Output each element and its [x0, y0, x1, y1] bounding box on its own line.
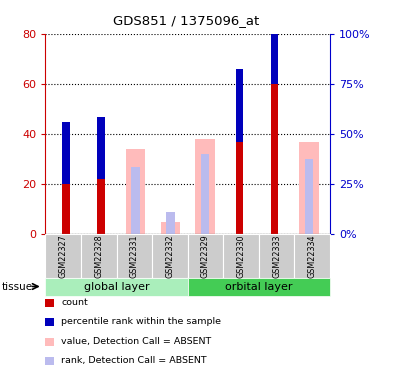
- Bar: [62, 184, 70, 234]
- Text: GSM22328: GSM22328: [94, 234, 103, 278]
- Bar: [236, 69, 243, 142]
- Text: count: count: [61, 298, 88, 307]
- Text: GDS851 / 1375096_at: GDS851 / 1375096_at: [113, 14, 259, 27]
- Text: GSM22327: GSM22327: [59, 234, 68, 278]
- Text: value, Detection Call = ABSENT: value, Detection Call = ABSENT: [61, 337, 211, 346]
- Text: percentile rank within the sample: percentile rank within the sample: [61, 317, 221, 326]
- Text: orbital layer: orbital layer: [225, 282, 292, 291]
- Bar: [196, 139, 214, 234]
- Bar: [299, 142, 318, 234]
- Text: GSM22332: GSM22332: [166, 234, 174, 278]
- Bar: [62, 122, 70, 184]
- Bar: [166, 212, 175, 234]
- Bar: [161, 222, 180, 234]
- Bar: [126, 149, 145, 234]
- Text: rank, Detection Call = ABSENT: rank, Detection Call = ABSENT: [61, 356, 207, 365]
- Bar: [131, 166, 140, 234]
- Text: GSM22334: GSM22334: [308, 234, 316, 278]
- Bar: [271, 84, 278, 234]
- Text: global layer: global layer: [84, 282, 149, 291]
- Text: GSM22333: GSM22333: [272, 234, 281, 278]
- Bar: [271, 0, 278, 84]
- Bar: [97, 179, 105, 234]
- Text: GSM22330: GSM22330: [237, 234, 245, 278]
- Bar: [201, 154, 209, 234]
- Bar: [305, 159, 313, 234]
- Text: GSM22329: GSM22329: [201, 234, 210, 278]
- Text: GSM22331: GSM22331: [130, 234, 139, 278]
- Bar: [236, 142, 243, 234]
- Text: tissue: tissue: [2, 282, 33, 291]
- Bar: [97, 117, 105, 179]
